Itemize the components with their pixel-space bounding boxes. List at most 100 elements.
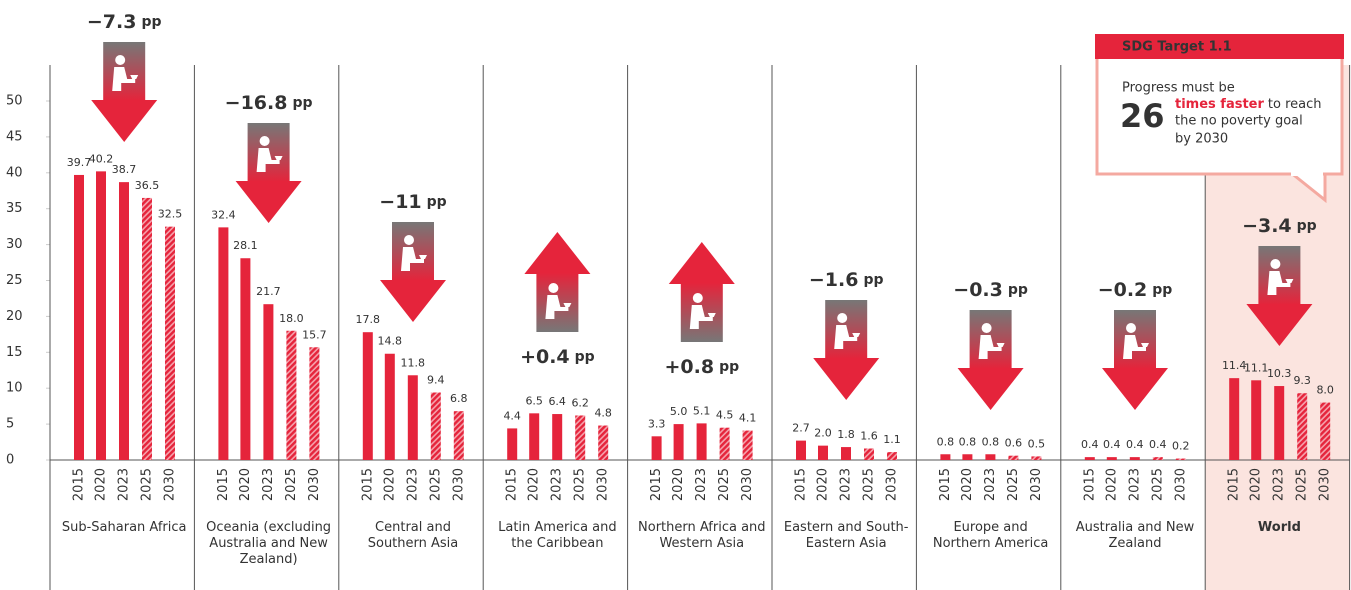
value-label: 18.0 <box>279 312 304 325</box>
x-tick-label: 2015 <box>72 468 87 501</box>
bar <box>818 445 828 460</box>
change-label: −11 pp <box>379 191 446 213</box>
x-tick-label: 2023 <box>694 468 709 501</box>
bar <box>1229 378 1240 460</box>
value-label: 0.4 <box>1126 438 1144 451</box>
x-tick-label: 2015 <box>1082 468 1097 501</box>
x-tick-label: 2020 <box>1104 468 1119 501</box>
y-tick-label: 0 <box>6 453 14 468</box>
icon <box>981 323 992 333</box>
x-tick-label: 2030 <box>307 468 322 501</box>
y-tick-label: 20 <box>6 309 23 324</box>
bar <box>1297 393 1308 460</box>
y-tick-label: 45 <box>6 129 23 144</box>
change-value: +0.4 <box>520 346 570 368</box>
bar <box>719 427 730 460</box>
icon <box>115 55 126 65</box>
value-label: 10.3 <box>1267 367 1292 380</box>
x-tick-label: 2023 <box>550 468 565 501</box>
change-arrow <box>524 232 591 332</box>
group-name: Sub-Saharan Africa <box>61 520 187 535</box>
callout-intro: Progress must be <box>1122 81 1235 96</box>
bar <box>887 452 897 460</box>
value-label: 0.4 <box>1103 438 1121 451</box>
x-tick-label: 2020 <box>1249 468 1264 501</box>
bar <box>1084 457 1095 460</box>
x-tick-label: 2025 <box>140 468 155 501</box>
group-name: Europe and Northern America <box>932 520 1049 551</box>
bar <box>575 415 586 460</box>
arrow-head <box>1246 304 1313 346</box>
bar <box>985 454 996 460</box>
value-label: 6.4 <box>548 395 566 408</box>
y-tick-label: 10 <box>6 381 23 396</box>
x-tick-label: 2030 <box>885 468 900 501</box>
arrow-head <box>1102 368 1168 410</box>
change-arrow <box>1246 246 1313 346</box>
change-value: −0.2 <box>1098 279 1148 301</box>
change-value: −3.4 <box>1242 215 1292 237</box>
x-tick-label: 2023 <box>983 468 998 501</box>
value-label: 38.7 <box>112 163 137 176</box>
bar <box>796 440 806 460</box>
icon <box>1267 271 1294 295</box>
icon <box>834 325 861 349</box>
value-label: 14.8 <box>378 335 403 348</box>
bar <box>119 182 129 460</box>
group-name: Central and Southern Asia <box>367 520 459 551</box>
change-unit: pp <box>1297 218 1317 234</box>
change-label: −0.2 pp <box>1098 279 1173 301</box>
change-value: −16.8 <box>225 92 288 114</box>
bar <box>529 413 540 460</box>
value-label: 17.8 <box>356 313 381 326</box>
x-tick-label: 2025 <box>1150 468 1165 501</box>
arrow-head <box>813 358 880 400</box>
callout-line: times faster to reach <box>1175 97 1322 112</box>
group-name: Northern Africa and Western Asia <box>638 520 766 551</box>
arrow-head <box>957 368 1024 410</box>
bar <box>96 171 106 460</box>
icon <box>548 283 559 293</box>
change-unit: pp <box>863 272 883 288</box>
icon <box>1126 323 1136 333</box>
bar <box>1251 380 1262 460</box>
callout-number: 26 <box>1120 97 1165 135</box>
callout-header <box>1095 34 1344 59</box>
change-arrow <box>380 222 446 322</box>
value-label: 9.3 <box>1293 374 1311 387</box>
x-tick-label: 2030 <box>1318 468 1333 501</box>
icon <box>404 235 414 245</box>
x-tick-label: 2020 <box>527 468 542 501</box>
change-value: −0.3 <box>953 279 1003 301</box>
x-tick-label: 2015 <box>505 468 520 501</box>
change-label: −16.8 pp <box>225 92 313 114</box>
bar <box>1008 455 1019 460</box>
bar <box>74 174 84 461</box>
change-label: −1.6 pp <box>809 269 884 291</box>
arrow-head <box>380 280 446 322</box>
x-tick-label: 2023 <box>839 468 854 501</box>
bar <box>1320 402 1331 460</box>
icon <box>978 335 1005 359</box>
bar <box>309 347 320 460</box>
change-arrow <box>1102 310 1168 410</box>
bar <box>673 424 684 460</box>
value-label: 8.0 <box>1316 384 1334 397</box>
value-label: 0.8 <box>982 435 1000 448</box>
group-name: Australia and New Zealand <box>1075 520 1195 551</box>
y-tick-label: 40 <box>6 165 23 180</box>
change-label: +0.4 pp <box>520 346 595 368</box>
icon <box>256 148 283 172</box>
change-value: +0.8 <box>664 356 714 378</box>
value-label: 32.5 <box>158 208 183 221</box>
callout-title: SDG Target 1.1 <box>1122 40 1232 55</box>
x-tick-label: 2015 <box>794 468 809 501</box>
bar <box>552 414 563 460</box>
icon <box>689 305 716 329</box>
change-unit: pp <box>575 349 595 365</box>
x-tick-label: 2030 <box>1173 468 1188 501</box>
change-label: −3.4 pp <box>1242 215 1317 237</box>
value-label: 0.4 <box>1081 438 1099 451</box>
value-label: 9.4 <box>427 374 445 387</box>
